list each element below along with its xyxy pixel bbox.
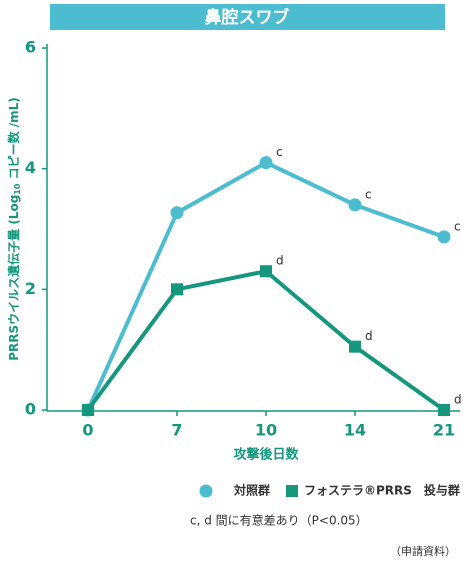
data-label: c (365, 187, 372, 201)
legend-label: フォステラ®PRRS 投与群 (304, 483, 460, 498)
y-tick-label: 2 (25, 279, 36, 298)
legend-marker (286, 485, 298, 497)
y-label-sub: 10 (13, 183, 22, 195)
data-label: d (365, 329, 373, 343)
data-point (349, 340, 361, 353)
y-label-part: PRRSウイルス遺伝子量 (Log (6, 195, 21, 361)
x-tick-label: 10 (255, 421, 277, 440)
y-tick-label: 6 (25, 38, 36, 57)
data-point (171, 283, 183, 296)
y-tick-label: 0 (25, 400, 36, 419)
y-tick-label: 4 (25, 158, 36, 177)
source: （申請資料） (390, 544, 456, 558)
x-tick-label: 14 (344, 421, 366, 440)
data-label: c (276, 145, 283, 159)
x-axis-label: 攻撃後日数 (233, 447, 299, 463)
data-point (170, 206, 184, 220)
data-point (260, 265, 272, 278)
data-point (259, 156, 273, 170)
data-point (82, 404, 94, 416)
x-tick-label: 7 (171, 421, 182, 440)
x-tick-label: 21 (433, 421, 455, 440)
data-point (437, 230, 451, 244)
legend-label: 対照群 (233, 483, 270, 498)
chart-title: 鼻腔スワブ (205, 7, 290, 28)
data-label: d (276, 254, 284, 268)
title-banner (50, 4, 445, 30)
y-label-part: コピー数 /mL) (6, 97, 21, 183)
data-point (348, 198, 362, 212)
data-label: c (454, 219, 461, 233)
data-point (438, 404, 450, 416)
data-label: d (454, 393, 462, 407)
note: c, d 間に有意差あり（P<0.05） (190, 513, 368, 528)
legend-marker (199, 484, 213, 498)
y-axis-label: PRRSウイルス遺伝子量 (Log10 コピー数 /mL) (6, 97, 22, 361)
x-tick-label: 0 (82, 421, 93, 440)
